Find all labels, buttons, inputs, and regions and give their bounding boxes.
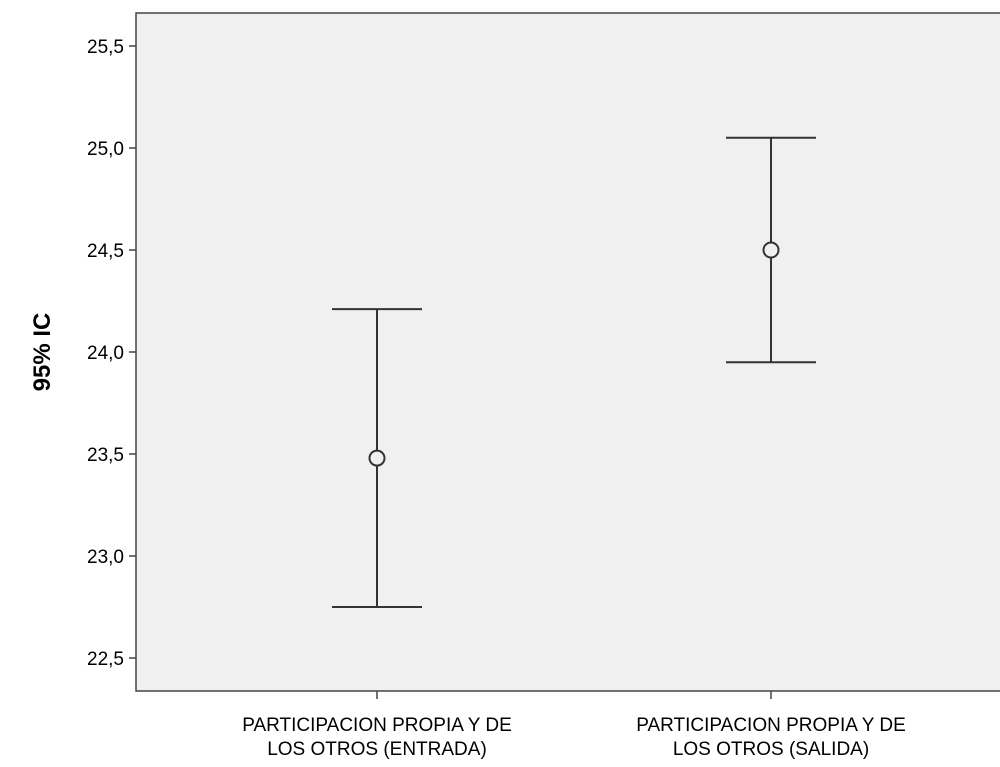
y-tick-label: 25,5 — [87, 37, 124, 58]
y-tick-label: 23,0 — [87, 547, 124, 568]
error-bars — [332, 136, 816, 608]
mean-point — [762, 241, 780, 259]
y-tick-label: 24,0 — [87, 343, 124, 364]
y-tick-label: 23,5 — [87, 445, 124, 466]
mean-point — [368, 449, 386, 467]
x-category-label: PARTICIPACION PROPIA Y DE LOS OTROS (ENTR… — [242, 715, 512, 760]
y-tick-label: 24,5 — [87, 241, 124, 262]
x-axis: PARTICIPACION PROPIA Y DE LOS OTROS (ENTR… — [242, 691, 906, 760]
x-category-label: PARTICIPACION PROPIA Y DE LOS OTROS (SALI… — [636, 715, 906, 760]
y-tick-label: 22,5 — [87, 649, 124, 670]
y-axis-label: 95% IC — [29, 313, 56, 392]
y-axis: 22,5 23,0 23,5 24,0 24,5 25,0 25,5 — [87, 37, 136, 670]
y-tick-label: 25,0 — [87, 139, 124, 160]
plot-area — [135, 12, 1000, 692]
